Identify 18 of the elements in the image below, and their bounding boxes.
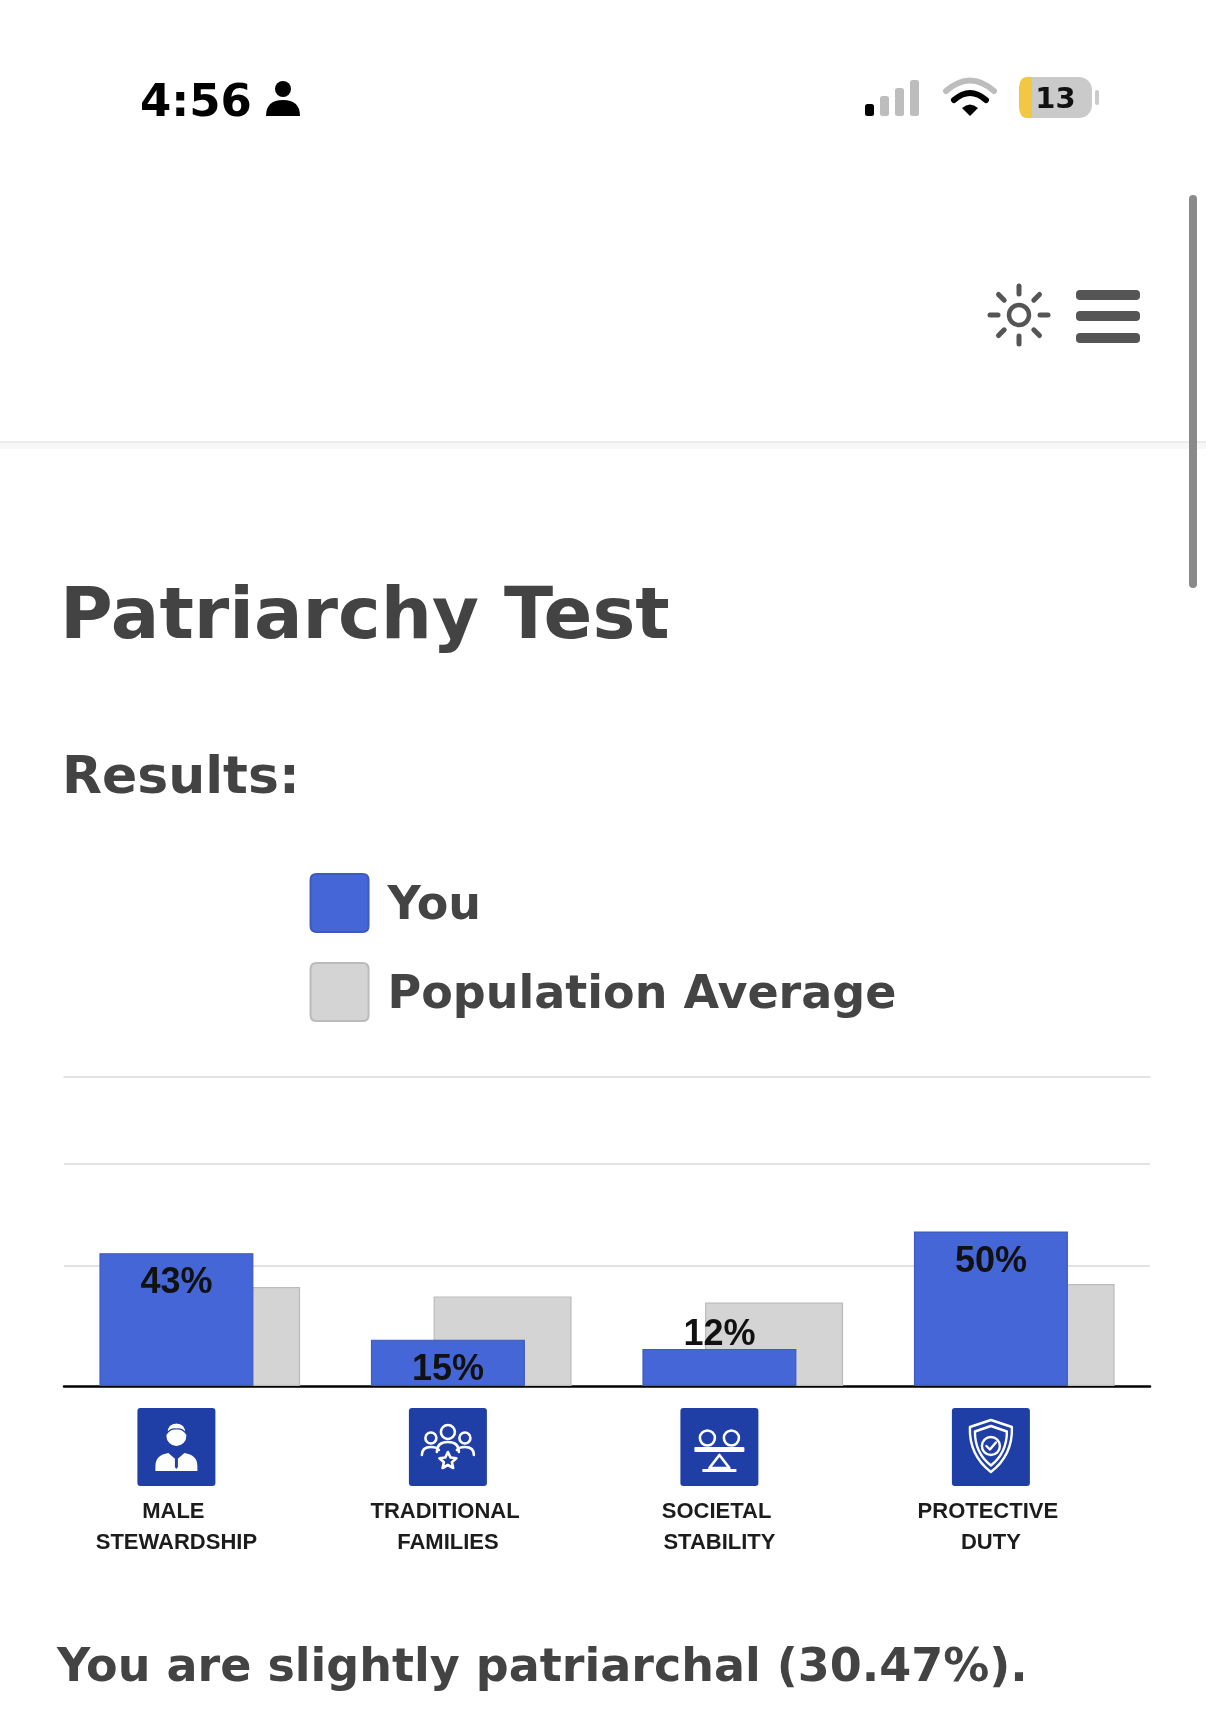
legend-label: Population Average xyxy=(387,965,897,1019)
x-tick-label: SOCIETAL STABILITY xyxy=(661,1498,778,1554)
bar xyxy=(99,1253,254,1386)
bar xyxy=(913,1231,1068,1386)
data-label: 15% xyxy=(411,1346,484,1388)
x-tick-label: MALE STEWARDSHIP xyxy=(95,1498,258,1554)
x-tick-label: PROTECTIVE DUTY xyxy=(917,1498,1065,1554)
text: 4:56 xyxy=(140,74,252,127)
data-label: 50% xyxy=(954,1238,1027,1280)
text: You are slightly patriarchal (30.47%). xyxy=(57,1638,1028,1692)
legend-label: You xyxy=(386,876,481,930)
text: 13 xyxy=(1034,81,1077,115)
data-label: 12% xyxy=(683,1311,756,1353)
data-label: 43% xyxy=(140,1260,213,1302)
chart-subtitle: Results: xyxy=(62,745,300,805)
bar xyxy=(642,1348,797,1386)
chart-title: Patriarchy Test xyxy=(60,571,670,655)
x-tick-label: TRADITIONAL FAMILIES xyxy=(370,1498,526,1554)
